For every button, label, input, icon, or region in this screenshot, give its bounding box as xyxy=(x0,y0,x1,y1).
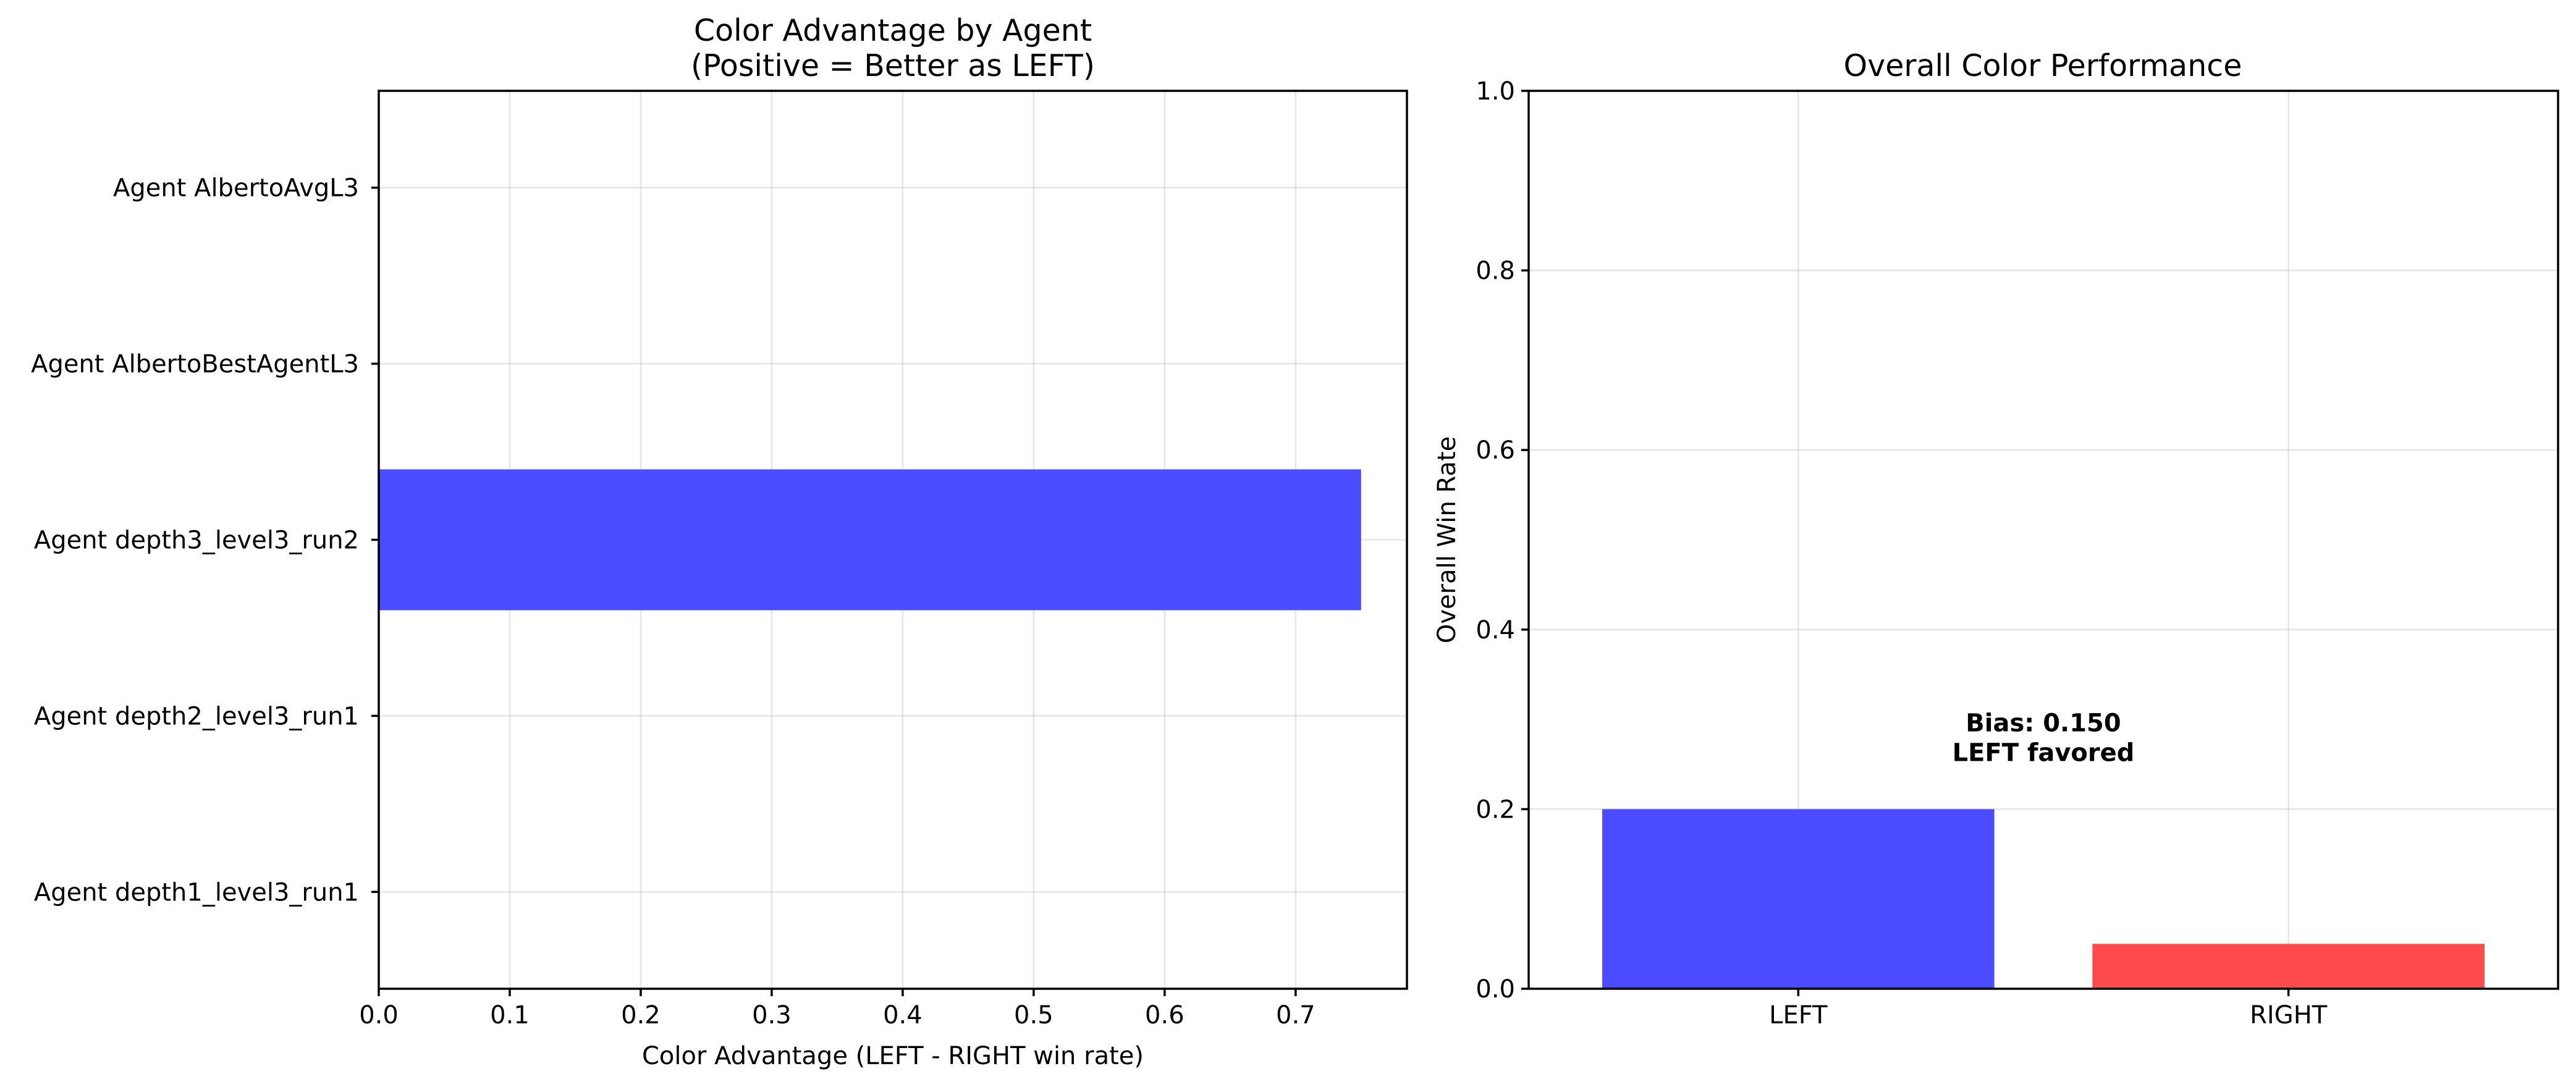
y-tick-label: 0.4 xyxy=(1476,616,1515,645)
x-axis-ticks: LEFT RIGHT xyxy=(1769,989,2328,1030)
bias-annotation-direction: LEFT favored xyxy=(1953,739,2135,768)
y-tick-label: Agent AlbertoBestAgentL3 xyxy=(31,350,359,379)
color-advantage-chart: Color Advantage by Agent (Positive = Bet… xyxy=(31,13,1408,1070)
y-tick-label: Agent depth1_level3_run1 xyxy=(34,878,359,907)
x-axis-label: Color Advantage (LEFT - RIGHT win rate) xyxy=(642,1042,1144,1070)
plot-frame xyxy=(1527,90,2559,990)
x-axis-ticks: 0.0 0.1 0.2 0.3 0.4 0.5 0.6 0.7 xyxy=(359,989,1315,1030)
y-tick-label: 0.2 xyxy=(1476,795,1515,824)
overall-color-performance-chart: Overall Color Performance LEFT RIGHT 0.00… xyxy=(1433,48,2559,1030)
x-tick-label: 0.2 xyxy=(621,1001,661,1030)
y-axis-ticks: Agent depth1_level3_run1 Agent depth2_lev… xyxy=(31,174,379,907)
chart-title-line-2: (Positive = Better as LEFT) xyxy=(691,48,1095,83)
y-axis-label: Overall Win Rate xyxy=(1433,436,1461,643)
x-tick-label: 0.7 xyxy=(1276,1001,1315,1030)
y-tick-label: 1.0 xyxy=(1476,77,1515,106)
x-tick-label: LEFT xyxy=(1769,1001,1828,1030)
x-tick-label: 0.4 xyxy=(883,1001,923,1030)
bar xyxy=(1602,809,1995,989)
chart-title: Overall Color Performance xyxy=(1844,48,2242,83)
bar xyxy=(2092,944,2485,989)
bias-annotation-value: Bias: 0.150 xyxy=(1966,709,2121,738)
x-tick-label: RIGHT xyxy=(2250,1001,2328,1030)
y-axis-ticks: 0.0 0.2 0.4 0.6 0.8 1.0 xyxy=(1476,77,1529,1004)
y-tick-label: Agent depth3_level3_run2 xyxy=(34,527,359,555)
bars xyxy=(1602,809,2485,989)
bars xyxy=(379,469,1361,611)
y-tick-label: Agent depth2_level3_run1 xyxy=(34,702,359,730)
x-tick-label: 0.5 xyxy=(1014,1001,1054,1030)
y-tick-label: 0.0 xyxy=(1476,975,1515,1004)
x-tick-label: 0.3 xyxy=(752,1001,792,1030)
x-tick-label: 0.0 xyxy=(359,1001,399,1030)
x-tick-label: 0.1 xyxy=(490,1001,530,1030)
y-tick-label: 0.8 xyxy=(1476,257,1515,285)
chart-title-line-1: Color Advantage by Agent xyxy=(694,13,1092,48)
x-tick-label: 0.6 xyxy=(1145,1001,1185,1030)
y-tick-label: Agent AlbertoAvgL3 xyxy=(113,174,359,203)
bar xyxy=(379,469,1361,611)
y-tick-label: 0.6 xyxy=(1476,436,1515,465)
